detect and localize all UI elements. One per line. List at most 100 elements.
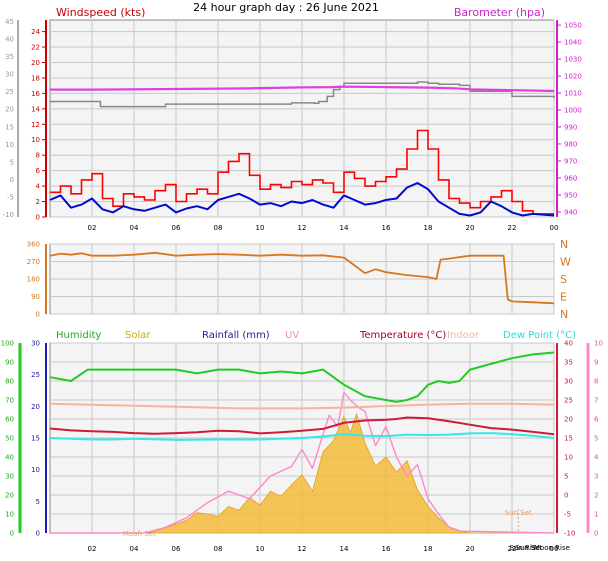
wind-gust-line bbox=[50, 129, 554, 215]
solar-axis: 30 25 20 15 10 5 0 bbox=[31, 340, 47, 538]
temperature-tick-label: 5 bbox=[564, 473, 568, 481]
temperature-x-tick-label: 02 bbox=[88, 545, 97, 553]
windspeed-tick-label: 12 bbox=[31, 121, 40, 129]
wind-average-line bbox=[49, 182, 555, 217]
direction-tick-label: 270 bbox=[27, 258, 40, 266]
humidity-tick-label: 60 bbox=[5, 416, 14, 424]
event-label: Moon Rise bbox=[534, 544, 570, 552]
wind-x-tick-label: 12 bbox=[298, 224, 307, 232]
temperature-x-tick-label: 14 bbox=[340, 545, 349, 553]
windspeed-tick-label: 14 bbox=[31, 105, 40, 113]
temperature-tick-label: 40 bbox=[564, 340, 573, 348]
wind-latest-line bbox=[50, 81, 555, 108]
outer-tick-label: 25 bbox=[5, 88, 14, 96]
humidity-line bbox=[49, 351, 555, 403]
uv-line bbox=[50, 391, 555, 534]
uv-tick-label: 1 bbox=[594, 511, 598, 519]
humidity-tick-label: 10 bbox=[5, 511, 14, 519]
legend-label: Temperature (°C) bbox=[359, 330, 446, 341]
humidity-tick-label: 90 bbox=[5, 359, 14, 367]
solar-tick-label: 20 bbox=[31, 403, 40, 411]
wind-x-tick-label: 18 bbox=[424, 224, 433, 232]
outer-tick-label: 45 bbox=[5, 18, 14, 26]
barometer-tick-label: 1050 bbox=[564, 22, 582, 30]
uv-tick-label: 0 bbox=[594, 530, 598, 538]
solar-tick-label: 10 bbox=[31, 466, 40, 474]
compass-tick-label: N bbox=[560, 238, 568, 251]
wind-x-tick-label: 16 bbox=[382, 224, 391, 232]
legend-label: Humidity bbox=[56, 330, 101, 341]
outer-tick-label: 5 bbox=[10, 158, 14, 166]
temperature-x-tick-label: 22 bbox=[508, 545, 517, 553]
barometer-tick-label: 1020 bbox=[564, 73, 582, 81]
humidity-tick-label: 70 bbox=[5, 397, 14, 405]
windspeed-tick-label: 24 bbox=[31, 28, 40, 36]
legend-label: UV bbox=[285, 330, 299, 341]
windspeed-tick-label: 8 bbox=[36, 152, 40, 160]
wind-outer-axis: 45 40 35 30 25 20 15 10 5 0 -5 -10 bbox=[3, 18, 19, 219]
barometer-tick-label: 940 bbox=[564, 208, 577, 216]
temperature-tick-label: 25 bbox=[564, 397, 573, 405]
outer-tick-label: -10 bbox=[3, 211, 14, 219]
temperature-legend: Humidity Solar Rainfall (mm) UV Temperature … bbox=[56, 330, 576, 341]
humidity-tick-label: 0 bbox=[10, 530, 14, 538]
direction-tick-label: 180 bbox=[27, 276, 40, 284]
humidity-tick-label: 50 bbox=[5, 435, 14, 443]
direction-tick-label: 360 bbox=[27, 241, 40, 249]
solar-tick-label: 0 bbox=[36, 530, 40, 538]
outer-tick-label: 10 bbox=[5, 141, 14, 149]
temperature-tick-label: 20 bbox=[564, 416, 573, 424]
uv-tick-label: 9 bbox=[594, 359, 598, 367]
temperature-x-tick-label: 10 bbox=[256, 545, 265, 553]
wind-series bbox=[49, 81, 555, 217]
compass-tick-label: E bbox=[560, 291, 567, 304]
windspeed-label: Windspeed (kts) bbox=[56, 6, 145, 19]
legend-label: Rainfall (mm) bbox=[202, 330, 270, 341]
barometer-axis: 1050 1040 1030 1020 1010 1000 990 980 970 960 950 9… bbox=[556, 20, 582, 217]
windspeed-tick-label: 16 bbox=[31, 90, 40, 98]
temperature-x-tick-label: 20 bbox=[466, 545, 475, 553]
wind-x-axis: 02 04 06 08 10 12 14 16 18 20 22 00 bbox=[88, 224, 559, 232]
temperature-x-tick-label: 08 bbox=[214, 545, 223, 553]
outer-tick-label: -5 bbox=[7, 193, 14, 201]
direction-grid bbox=[50, 243, 555, 315]
direction-tick-label: 0 bbox=[36, 311, 40, 319]
barometer-tick-label: 980 bbox=[564, 140, 577, 148]
wind-x-tick-label: 22 bbox=[508, 224, 517, 232]
temperature-tick-label: 30 bbox=[564, 378, 573, 386]
temperature-x-tick-label: 00 bbox=[550, 545, 559, 553]
uv-tick-label: 4 bbox=[594, 454, 599, 462]
uv-tick-label: 6 bbox=[594, 416, 599, 424]
barometer-line bbox=[50, 85, 555, 93]
outer-tick-label: 40 bbox=[5, 36, 14, 44]
temperature-series bbox=[49, 351, 555, 534]
wind-x-tick-label: 06 bbox=[172, 224, 181, 232]
solar-tick-label: 5 bbox=[36, 498, 40, 506]
direction-degrees-axis: 360 270 180 90 0 bbox=[27, 241, 47, 319]
barometer-tick-label: 1030 bbox=[564, 56, 582, 64]
windspeed-tick-label: 18 bbox=[31, 74, 40, 82]
temperature-axis: 40 35 30 25 20 15 10 5 0 -5 -10 bbox=[556, 340, 575, 538]
direction-series bbox=[49, 251, 555, 305]
solar-tick-label: 25 bbox=[31, 371, 40, 379]
uv-tick-label: 2 bbox=[594, 492, 598, 500]
temperature-tick-label: 0 bbox=[564, 492, 568, 500]
temperature-tick-label: -5 bbox=[564, 511, 571, 519]
barometer-tick-label: 960 bbox=[564, 174, 577, 182]
humidity-tick-label: 30 bbox=[5, 473, 14, 481]
wind-x-tick-label: 10 bbox=[256, 224, 265, 232]
outer-tick-label: 15 bbox=[5, 123, 14, 131]
windspeed-tick-label: 0 bbox=[36, 214, 40, 222]
wind-x-tick-label: 08 bbox=[214, 224, 223, 232]
outer-tick-label: 0 bbox=[10, 176, 14, 184]
windspeed-tick-label: 10 bbox=[31, 136, 40, 144]
solar-tick-label: 15 bbox=[31, 435, 40, 443]
temperature-tick-label: 35 bbox=[564, 359, 573, 367]
barometer-tick-label: 1040 bbox=[564, 39, 582, 47]
